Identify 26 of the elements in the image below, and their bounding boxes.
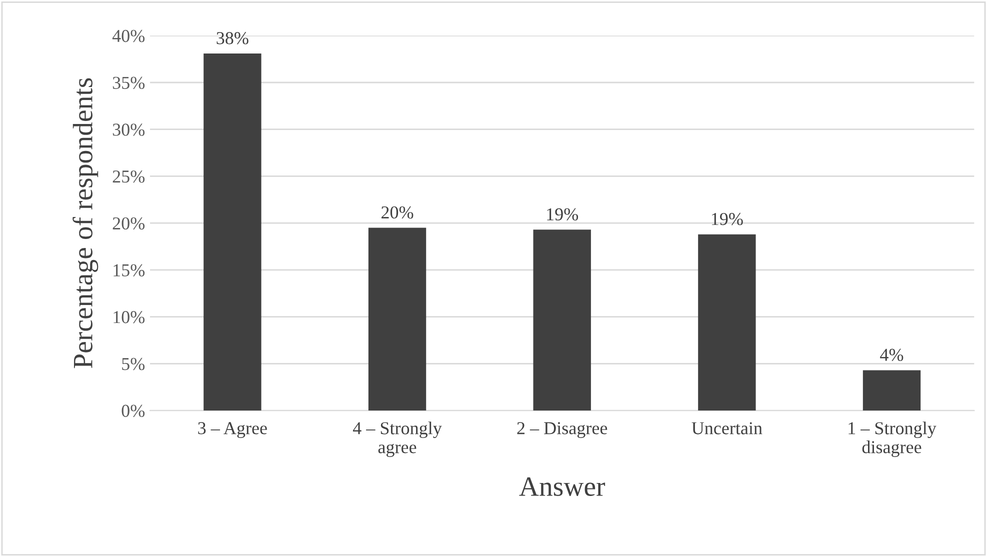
x-tick-label: 2 – Disagree: [517, 422, 608, 438]
bar: [368, 228, 426, 411]
bar: [862, 370, 921, 411]
bar: [533, 230, 591, 411]
data-label: 4%: [880, 348, 904, 362]
data-label: 19%: [547, 208, 578, 220]
x-axis-title: Answer: [519, 477, 606, 496]
x-tick-label: 4 – Strongly agree: [352, 422, 442, 457]
y-tick-label: 10%: [114, 311, 145, 324]
y-tick-label: 25%: [112, 170, 145, 183]
x-tick-label: Uncertain: [692, 422, 762, 434]
bar: [698, 234, 756, 411]
x-tick-label: 3 – Agree: [198, 422, 267, 438]
data-label: 20%: [382, 206, 414, 219]
y-tick-label: 0%: [122, 404, 145, 418]
y-tick-label: 35%: [112, 76, 145, 90]
data-label: 19%: [712, 212, 743, 226]
y-tick-label: 15%: [114, 264, 145, 276]
y-tick-label: 40%: [112, 30, 145, 42]
x-tick-label: 1 – Strongly disagree: [848, 422, 936, 457]
y-tick-label: 20%: [112, 217, 145, 230]
data-label: 38%: [216, 32, 248, 44]
y-tick-label: 30%: [112, 124, 145, 136]
y-axis-title: Percentage of respondents: [72, 78, 98, 368]
y-tick-label: 5%: [122, 358, 145, 370]
bar: [204, 53, 262, 411]
